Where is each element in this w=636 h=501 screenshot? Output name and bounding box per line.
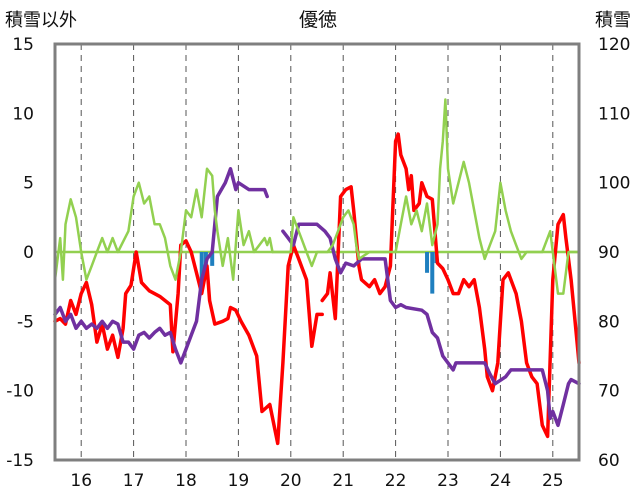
left-axis-ticks: 15 10 5 0 -5 -10 -15 <box>6 35 34 471</box>
right-axis-ticks: 120 110 100 90 80 70 60 <box>598 35 630 471</box>
x-tick-label: 21 <box>332 471 354 491</box>
bar-mark <box>425 252 430 273</box>
right-tick-label: 110 <box>598 104 630 124</box>
bar-mark <box>210 252 215 266</box>
left-tick-label: 10 <box>12 104 34 124</box>
x-tick-label: 25 <box>542 471 564 491</box>
x-tick-label: 24 <box>490 471 512 491</box>
series-line <box>53 167 269 365</box>
right-tick-label: 100 <box>598 174 630 194</box>
right-tick-label: 90 <box>598 243 620 263</box>
series-line <box>271 98 581 295</box>
right-tick-label: 70 <box>598 382 620 402</box>
x-tick-label: 23 <box>437 471 459 491</box>
grid <box>80 44 554 460</box>
series-line <box>53 239 324 446</box>
x-tick-label: 20 <box>280 471 302 491</box>
x-tick-label: 22 <box>385 471 407 491</box>
right-tick-label: 60 <box>598 451 620 471</box>
x-axis-ticks: 16 17 18 19 20 21 22 23 24 25 <box>70 471 563 491</box>
series-line <box>53 167 274 281</box>
x-tick-label: 17 <box>123 471 145 491</box>
left-tick-label: -5 <box>17 312 34 332</box>
right-tick-label: 80 <box>598 312 620 332</box>
x-tick-label: 18 <box>175 471 197 491</box>
left-axis-label: 積雪以外 <box>5 10 77 31</box>
bar-mark <box>199 252 204 280</box>
x-tick-label: 16 <box>70 471 92 491</box>
chart-title: 優徳 <box>299 9 337 31</box>
bar-mark <box>430 252 435 294</box>
series-line <box>320 132 581 439</box>
line-series <box>53 98 581 446</box>
left-tick-label: 0 <box>23 243 34 263</box>
left-tick-label: -15 <box>6 451 34 471</box>
left-tick-label: -10 <box>6 382 34 402</box>
right-axis-label: 積雪 <box>595 10 631 31</box>
right-tick-label: 120 <box>598 35 630 55</box>
left-tick-label: 15 <box>12 35 34 55</box>
plot-frame <box>53 42 581 462</box>
left-tick-label: 5 <box>23 174 34 194</box>
x-tick-label: 19 <box>228 471 250 491</box>
